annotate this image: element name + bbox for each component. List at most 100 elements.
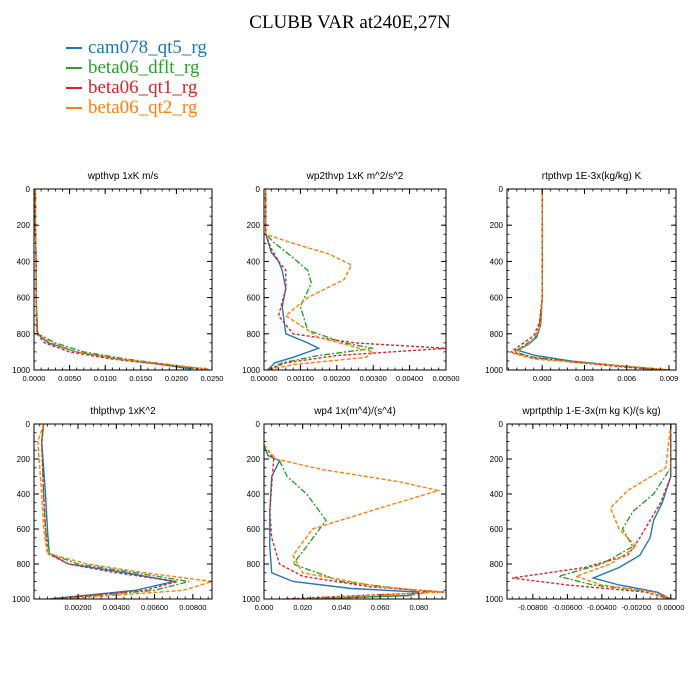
y-tick-label: 1000: [242, 366, 260, 375]
series-line-beta06_qt1_rg: [40, 424, 178, 599]
series-line-beta06_qt1_rg: [509, 189, 667, 370]
x-tick-label: 0.040: [332, 603, 351, 612]
y-tick-label: 400: [17, 257, 31, 266]
legend-swatch: [66, 87, 82, 89]
y-tick-label: 800: [17, 560, 31, 569]
y-tick-label: 1000: [485, 366, 503, 375]
subplot-title: wprtpthlp 1-E-3x(m kg K)/(s kg): [521, 406, 660, 417]
y-tick-label: 200: [247, 221, 261, 230]
legend-swatch: [66, 47, 82, 49]
figure-title: CLUBB VAR at240E,27N: [249, 12, 451, 33]
series-line-beta06_qt1_rg: [265, 189, 446, 370]
y-tick-label: 800: [247, 560, 261, 569]
y-tick-label: 0: [499, 185, 504, 194]
legend-label: cam078_qt5_rg: [88, 37, 207, 58]
y-tick-label: 200: [17, 455, 31, 464]
series-line-cam078_qt5_rg: [34, 189, 191, 370]
y-tick-label: 1000: [12, 595, 30, 604]
plot-frame: [506, 423, 677, 600]
y-tick-label: 600: [247, 294, 261, 303]
series-line-beta06_qt1_rg: [512, 424, 672, 599]
x-tick-label: 0.00000: [657, 603, 684, 612]
subplot-title: wp4 1x(m^4)/(s^4): [313, 406, 396, 417]
x-tick-label: 0.00600: [141, 603, 168, 612]
series-line-cam078_qt5_rg: [591, 424, 672, 599]
x-tick-label: -0.00800: [518, 603, 548, 612]
series-line-beta06_qt2_rg: [34, 189, 209, 370]
legend-label: beta06_qt2_rg: [88, 97, 198, 118]
legend: cam078_qt5_rg beta06_dflt_rg beta06_qt1_…: [66, 38, 207, 118]
x-tick-label: 0.00200: [323, 374, 350, 383]
legend-label: beta06_dflt_rg: [88, 57, 200, 78]
y-tick-label: 600: [490, 525, 504, 534]
x-tick-label: 0.00800: [179, 603, 206, 612]
x-tick-label: -0.00400: [587, 603, 617, 612]
subplot-3: rtpthvp 1E-3x(kg/kg) K 0 200 400 600 800 1000 0…: [485, 171, 678, 383]
y-tick-label: 1000: [485, 595, 503, 604]
y-tick-label: 600: [17, 525, 31, 534]
legend-label: beta06_qt1_rg: [88, 77, 198, 98]
legend-item: beta06_dflt_rg: [66, 58, 207, 78]
y-tick-label: 1000: [12, 366, 30, 375]
subplot-6: wprtpthlp 1-E-3x(m kg K)/(s kg) 0 200 400 60…: [485, 406, 684, 612]
subplot-2: wp2thvp 1xK m^2/s^2020040060080010000.00…: [242, 171, 459, 383]
subplot-4: thlpthvp 1xK^2 0 200 400 600 800 1000 0.00200 0.…: [12, 406, 213, 612]
x-tick-label: 0.0150: [129, 374, 152, 383]
series-line-beta06_qt2_rg: [37, 424, 212, 599]
y-tick-label: 600: [490, 294, 504, 303]
x-tick-label: 0.0100: [94, 374, 117, 383]
x-tick-label: 0.006: [617, 374, 636, 383]
y-tick-label: 200: [247, 455, 261, 464]
series-line-beta06_dflt_rg: [512, 189, 670, 370]
series-line-beta06_dflt_rg: [556, 424, 672, 599]
legend-item: beta06_qt2_rg: [66, 98, 207, 118]
x-tick-label: 0.000: [255, 603, 274, 612]
series-line-cam078_qt5_rg: [514, 189, 662, 370]
x-tick-label: 0.0200: [165, 374, 188, 383]
y-tick-label: 800: [247, 330, 261, 339]
series-line-beta06_qt1_rg: [34, 189, 205, 370]
subplot-title: thlpthvp 1xK^2: [90, 406, 156, 417]
x-tick-label: 0.003: [575, 374, 594, 383]
x-tick-label: 0.00300: [360, 374, 387, 383]
y-tick-label: 800: [490, 560, 504, 569]
y-tick-label: 600: [17, 294, 31, 303]
x-tick-label: 0.00400: [103, 603, 130, 612]
y-tick-label: 200: [490, 455, 504, 464]
y-tick-label: 0: [26, 185, 31, 194]
y-tick-label: 200: [17, 221, 31, 230]
x-tick-label: -0.00600: [553, 603, 583, 612]
y-tick-label: 600: [247, 525, 261, 534]
x-tick-label: 0.00200: [64, 603, 91, 612]
y-tick-label: 200: [490, 221, 504, 230]
legend-item: beta06_qt1_rg: [66, 78, 207, 98]
x-tick-label: 0.000: [533, 374, 552, 383]
series-line-beta06_dflt_rg: [264, 444, 429, 599]
series-line-beta06_dflt_rg: [40, 424, 190, 599]
y-tick-label: 400: [490, 257, 504, 266]
y-tick-label: 400: [247, 490, 261, 499]
y-tick-label: 0: [256, 185, 261, 194]
x-tick-label: 0.00000: [250, 374, 277, 383]
y-tick-label: 400: [490, 490, 504, 499]
x-tick-label: 0.080: [410, 603, 429, 612]
series-line-cam078_qt5_rg: [264, 444, 420, 599]
series-line-beta06_qt2_rg: [512, 189, 672, 370]
series-line-beta06_qt2_rg: [573, 424, 672, 599]
y-tick-label: 1000: [242, 595, 260, 604]
series-line-beta06_qt2_rg: [264, 444, 443, 599]
legend-swatch: [66, 67, 82, 69]
series-line-cam078_qt5_rg: [265, 189, 321, 370]
y-tick-label: 400: [247, 257, 261, 266]
subplot-title: rtpthvp 1E-3x(kg/kg) K: [542, 171, 642, 182]
x-tick-label: 0.00100: [287, 374, 314, 383]
x-tick-label: 0.00500: [432, 374, 459, 383]
plot-frame: [263, 188, 447, 371]
y-tick-label: 0: [26, 420, 31, 429]
y-tick-label: 0: [256, 420, 261, 429]
subplot-title: wpthvp 1xK m/s: [87, 171, 159, 182]
y-tick-label: 800: [17, 330, 31, 339]
x-tick-label: 0.0000: [23, 374, 46, 383]
